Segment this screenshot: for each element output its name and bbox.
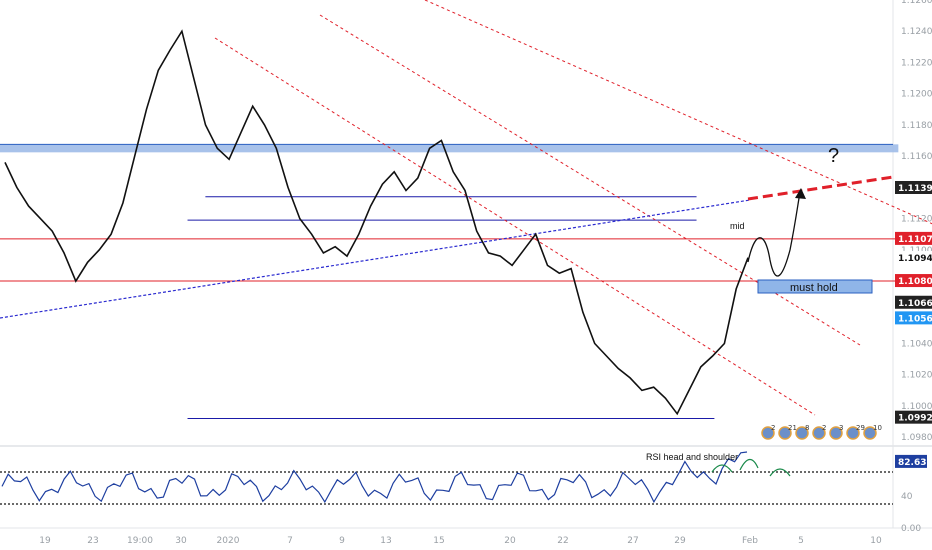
time-tick-label: 9 bbox=[339, 536, 345, 546]
event-count: 2 bbox=[771, 424, 775, 432]
price-tag-label: 1.11070 bbox=[898, 235, 932, 245]
projection-path bbox=[747, 191, 801, 277]
question-mark: ? bbox=[828, 145, 839, 167]
rsi-right-shoulder bbox=[769, 468, 791, 477]
price-tag-label: 1.11396 bbox=[898, 184, 932, 194]
price-line bbox=[4, 29, 749, 416]
price-tick-label: 1.11600 bbox=[901, 152, 932, 162]
price-tick-label: 1.10200 bbox=[901, 371, 932, 381]
price-tag-box bbox=[895, 231, 932, 245]
time-tick-label: 30 bbox=[175, 536, 187, 546]
price-tick-label: 1.12000 bbox=[901, 90, 932, 100]
price-tick-label: 1.12400 bbox=[901, 27, 932, 37]
projection-arrow bbox=[795, 188, 806, 199]
time-tick-label: 20 bbox=[504, 536, 516, 546]
price-tag-box bbox=[895, 311, 932, 325]
trendline bbox=[0, 199, 751, 319]
event-icon bbox=[829, 426, 843, 440]
event-count: 29 bbox=[856, 424, 865, 432]
time-tick-label: 10 bbox=[870, 536, 882, 546]
price-tag-box bbox=[895, 180, 932, 194]
must-hold-label: must hold bbox=[790, 282, 838, 294]
trendline-projection bbox=[747, 175, 894, 201]
price-tick-label: 1.11000 bbox=[901, 246, 932, 256]
rsi-tick-label: 0.00 bbox=[901, 524, 921, 534]
time-tick-label: Feb bbox=[742, 536, 758, 546]
event-count: 3 bbox=[839, 424, 843, 432]
time-tick-label: 27 bbox=[627, 536, 638, 546]
event-icon bbox=[863, 426, 877, 440]
mid-label: mid bbox=[730, 221, 745, 231]
price-tick-label: 1.11200 bbox=[901, 215, 932, 225]
time-tick-label: 2020 bbox=[217, 536, 240, 546]
event-icon bbox=[846, 426, 860, 440]
price-tag-label: 1.09925 bbox=[898, 414, 932, 424]
price-tag-box bbox=[895, 295, 932, 309]
event-icon bbox=[795, 426, 809, 440]
rsi-value-label: 82.63 bbox=[898, 458, 926, 468]
time-tick-label: 23 bbox=[87, 536, 98, 546]
price-tag-box bbox=[895, 274, 932, 288]
rsi-tick-label: 40 bbox=[901, 492, 913, 502]
price-tag-label: 1.10800 bbox=[898, 277, 932, 287]
event-icon bbox=[778, 426, 792, 440]
price-tick-label: 1.10000 bbox=[901, 402, 932, 412]
event-count: 8 bbox=[805, 424, 809, 432]
rsi-line bbox=[1, 451, 748, 504]
event-count: 10 bbox=[873, 424, 882, 432]
time-tick-label: 15 bbox=[433, 536, 444, 546]
price-tick-label: 1.10400 bbox=[901, 340, 932, 350]
event-count: 2 bbox=[822, 424, 826, 432]
price-tag-box bbox=[895, 250, 932, 264]
time-tick-label: 22 bbox=[557, 536, 568, 546]
price-tag-label: 1.10948 bbox=[898, 254, 932, 264]
price-tick-label: 1.12200 bbox=[901, 58, 932, 68]
event-icon bbox=[761, 426, 775, 440]
time-tick-label: 29 bbox=[674, 536, 686, 546]
rsi-annotation: RSI head and shoulder bbox=[646, 452, 738, 462]
time-tick-label: 13 bbox=[380, 536, 391, 546]
price-tick-label: 1.12600 bbox=[901, 0, 932, 6]
price-tag-box bbox=[895, 410, 932, 424]
must-hold-zone bbox=[757, 279, 873, 294]
time-tick-label: 5 bbox=[798, 536, 804, 546]
event-count: 21 bbox=[788, 424, 797, 432]
rsi-value-tag bbox=[895, 454, 927, 468]
time-tick-label: 19:00 bbox=[127, 536, 153, 546]
resistance-zone bbox=[0, 144, 899, 153]
event-icon bbox=[812, 426, 826, 440]
time-tick-label: 7 bbox=[287, 536, 293, 546]
time-tick-label: 19 bbox=[39, 536, 51, 546]
rsi-head bbox=[739, 458, 759, 471]
price-tick-label: 1.09800 bbox=[901, 433, 932, 443]
rsi-left-shoulder bbox=[711, 464, 733, 473]
channel-line bbox=[424, 0, 932, 225]
price-tick-label: 1.11800 bbox=[901, 121, 932, 131]
channel-line bbox=[214, 37, 816, 416]
